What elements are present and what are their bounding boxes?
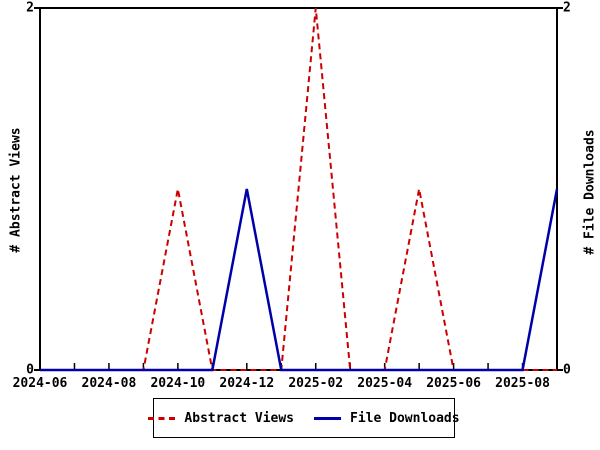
y-tick-label-left: 2 <box>26 0 34 16</box>
y-tick-label-right: 2 <box>563 0 571 16</box>
file-downloads-line <box>40 188 559 372</box>
x-tick-label: 2024-06 <box>12 376 68 391</box>
abstract-views-line-sample <box>148 416 176 420</box>
abstract-views-line <box>40 7 557 371</box>
x-tick-label: 2024-08 <box>81 376 137 391</box>
x-tick-label: 2024-10 <box>150 376 206 391</box>
y-tick-label-right: 0 <box>563 362 571 378</box>
y-axis-title-left: # Abstract Views <box>8 127 24 253</box>
legend: Abstract Views File Downloads <box>148 398 460 438</box>
file-downloads-line-sample <box>314 416 341 420</box>
y-tick-label-left: 0 <box>26 362 34 378</box>
legend-entry-file-downloads: File Downloads <box>314 411 460 426</box>
x-tick-label: 2025-02 <box>288 376 344 391</box>
x-tick-label: 2024-12 <box>219 376 275 391</box>
y-axis-title-right: # File Downloads <box>582 129 598 255</box>
legend-label-abstract-views: Abstract Views <box>184 410 294 426</box>
x-tick-label: 2025-06 <box>426 376 481 391</box>
legend-entry-abstract-views: Abstract Views <box>148 411 294 426</box>
x-tick-label: 2025-04 <box>357 376 413 391</box>
legend-label-file-downloads: File Downloads <box>350 410 460 426</box>
x-tick-label: 2025-08 <box>495 376 550 391</box>
x-tick-labels: 2024-06 2024-08 2024-10 2024-12 2025-02 2025-… <box>0 376 600 392</box>
